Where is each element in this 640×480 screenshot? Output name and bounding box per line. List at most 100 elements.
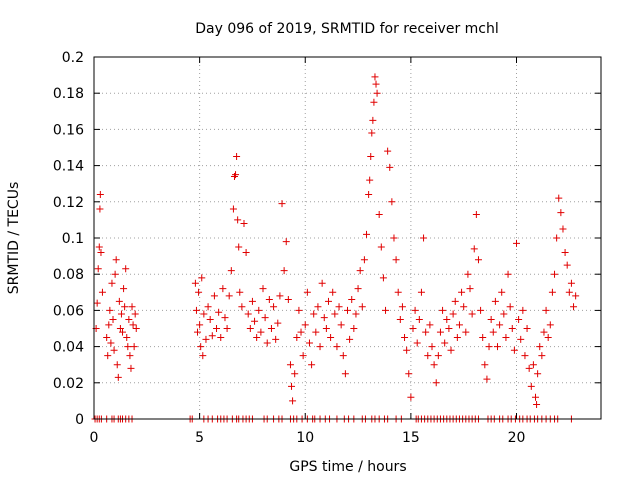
data-point <box>548 288 556 296</box>
data-point <box>533 401 541 409</box>
data-point <box>439 306 447 314</box>
data-point <box>125 315 133 323</box>
data-point <box>261 314 269 322</box>
data-point <box>223 325 231 332</box>
data-point <box>104 352 112 360</box>
data-point <box>445 325 453 332</box>
data-point <box>248 297 256 305</box>
data-point <box>523 325 531 332</box>
data-point <box>270 303 278 311</box>
data-point <box>257 328 265 336</box>
data-point <box>202 335 210 343</box>
data-point <box>94 265 102 273</box>
data-point <box>106 306 114 314</box>
data-point <box>314 303 322 311</box>
data-point <box>544 334 552 342</box>
data-point <box>208 332 216 340</box>
data-point <box>109 315 117 323</box>
data-point <box>540 328 548 336</box>
grid <box>94 57 601 419</box>
data-point <box>113 361 121 369</box>
data-point <box>316 343 324 351</box>
data-point <box>227 267 235 275</box>
data-point <box>111 270 119 278</box>
data-point <box>199 352 207 360</box>
data-point <box>129 321 137 329</box>
data-point <box>131 310 139 318</box>
data-point <box>301 321 309 329</box>
data-point <box>195 288 203 296</box>
data-point <box>529 361 537 369</box>
data-point <box>97 248 105 256</box>
data-point <box>352 310 360 318</box>
data-point <box>112 256 120 264</box>
data-point <box>128 303 136 311</box>
data-point <box>372 80 380 88</box>
data-point <box>384 147 392 155</box>
data-point <box>504 270 512 278</box>
data-point <box>192 306 200 314</box>
y-tick-label: 0.06 <box>53 303 84 319</box>
data-point <box>498 288 506 296</box>
chart-title: Day 096 of 2019, SRMTID for receiver mch… <box>195 21 499 37</box>
data-point <box>130 343 138 351</box>
data-point <box>534 370 542 378</box>
data-point <box>263 339 271 347</box>
data-point <box>96 191 104 199</box>
data-point <box>93 299 101 307</box>
data-point <box>403 346 411 354</box>
data-point <box>559 225 567 233</box>
data-point <box>462 328 470 336</box>
data-point <box>119 328 127 336</box>
y-tick-label: 0.1 <box>62 231 84 247</box>
data-point <box>379 274 387 282</box>
data-point <box>474 256 482 264</box>
data-point <box>219 285 227 293</box>
data-point <box>538 352 546 360</box>
x-tick-label: 15 <box>402 430 420 446</box>
data-point <box>500 310 508 318</box>
data-point <box>536 343 544 351</box>
data-point <box>481 361 489 369</box>
y-axis-label: SRMTID / TECUs <box>6 182 22 295</box>
data-point <box>120 285 128 293</box>
data-point <box>375 210 383 218</box>
data-point <box>115 297 123 305</box>
data-point <box>230 172 238 180</box>
data-point <box>123 334 131 342</box>
data-point <box>358 303 366 311</box>
data-point <box>255 306 263 314</box>
data-point <box>105 321 113 329</box>
data-point <box>432 379 440 387</box>
y-tick-label: 0.12 <box>53 195 84 211</box>
data-point <box>570 303 578 311</box>
data-point <box>388 198 396 206</box>
data-point <box>555 194 563 202</box>
data-point <box>373 89 381 97</box>
data-point <box>259 285 267 293</box>
data-point <box>116 325 124 332</box>
data-point <box>493 343 501 351</box>
data-point <box>339 352 347 360</box>
data-point <box>335 303 343 311</box>
data-point <box>519 306 527 314</box>
data-point <box>365 191 373 199</box>
data-point <box>455 321 463 329</box>
data-point <box>420 234 428 242</box>
data-point <box>295 306 303 314</box>
data-point <box>282 238 290 246</box>
data-point <box>415 315 423 323</box>
y-tick-label: 0.14 <box>53 159 84 175</box>
data-point <box>356 267 364 275</box>
data-point <box>312 328 320 336</box>
y-tick-label: 0.16 <box>53 122 84 138</box>
data-point <box>122 265 130 273</box>
data-point <box>240 220 248 228</box>
data-point <box>324 297 332 305</box>
data-point <box>210 292 218 300</box>
data-point <box>394 288 402 296</box>
data-point <box>451 297 459 305</box>
data-point <box>417 288 425 296</box>
data-point <box>196 321 204 329</box>
data-point <box>466 285 474 293</box>
